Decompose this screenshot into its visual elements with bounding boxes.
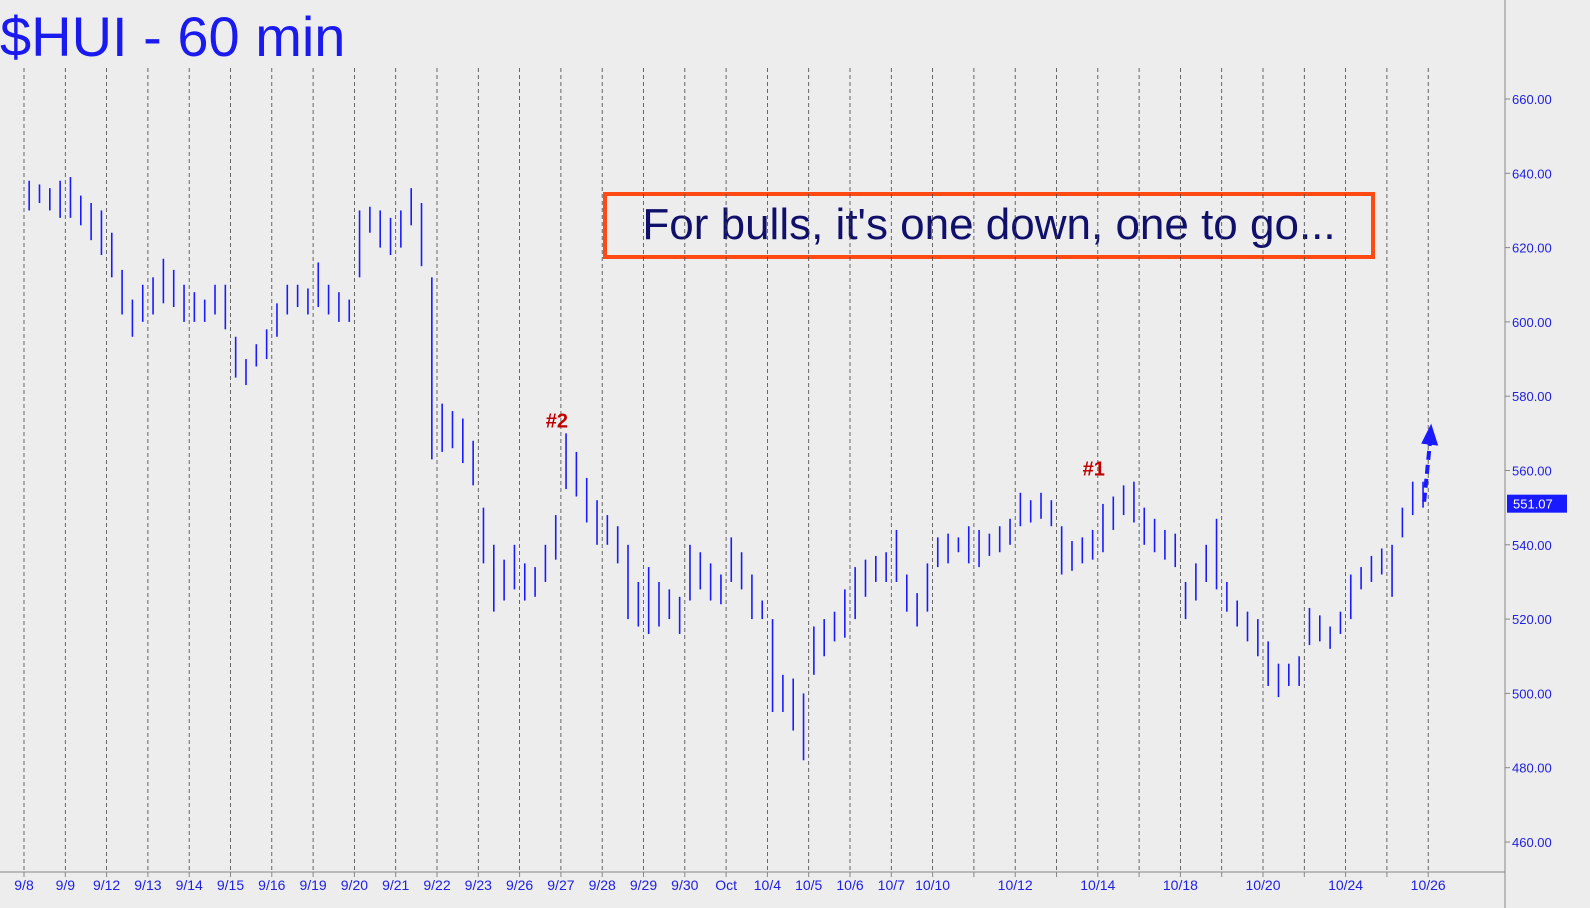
y-tick-label: 560.00	[1512, 464, 1552, 479]
x-tick-label: 9/15	[217, 877, 244, 893]
y-tick-label: 620.00	[1512, 241, 1552, 256]
x-tick-label: 9/20	[341, 877, 368, 893]
marker-label: #2	[546, 410, 568, 432]
x-tick-label: 9/12	[93, 877, 120, 893]
annotation-box	[603, 192, 1375, 259]
y-tick-label: 500.00	[1512, 686, 1552, 701]
chart-title: $HUI - 60 min	[0, 5, 345, 68]
x-tick-label: 9/21	[382, 877, 409, 893]
x-tick-label: 10/4	[754, 877, 781, 893]
x-tick-label: 9/13	[134, 877, 161, 893]
x-tick-label: 9/9	[56, 877, 76, 893]
last-price-label: 551.07	[1513, 497, 1553, 512]
y-tick-label: 600.00	[1512, 315, 1552, 330]
y-tick-label: 640.00	[1512, 166, 1552, 181]
trend-arrow	[1422, 439, 1433, 502]
x-tick-label: 9/14	[176, 877, 203, 893]
x-tick-label: 10/7	[878, 877, 905, 893]
y-tick-label: 580.00	[1512, 389, 1552, 404]
x-tick-label: 9/23	[465, 877, 492, 893]
y-tick-label: 480.00	[1512, 761, 1552, 776]
x-tick-label: 10/14	[1080, 877, 1115, 893]
x-tick-label: 9/19	[299, 877, 326, 893]
x-tick-label: 10/24	[1328, 877, 1363, 893]
marker-label: #1	[1083, 459, 1105, 481]
trend-arrowhead	[1421, 423, 1439, 446]
annotation: For bulls, it's one down, one to go...	[642, 200, 1335, 249]
x-tick-label: 9/28	[589, 877, 616, 893]
x-tick-label: 10/26	[1411, 877, 1446, 893]
x-tick-label: 10/6	[836, 877, 863, 893]
x-tick-label: Oct	[715, 877, 737, 893]
y-tick-label: 540.00	[1512, 538, 1552, 553]
x-tick-label: 9/22	[423, 877, 450, 893]
x-tick-label: 9/30	[671, 877, 698, 893]
x-tick-label: 10/20	[1245, 877, 1280, 893]
x-tick-label: 10/5	[795, 877, 822, 893]
x-tick-label: 10/18	[1163, 877, 1198, 893]
x-tick-label: 9/27	[547, 877, 574, 893]
last-price-box	[1507, 494, 1567, 513]
y-tick-label: 460.00	[1512, 835, 1552, 850]
x-tick-label: 9/8	[14, 877, 34, 893]
x-tick-label: 10/10	[915, 877, 950, 893]
y-tick-label: 660.00	[1512, 92, 1552, 107]
x-tick-label: 9/16	[258, 877, 285, 893]
x-tick-label: 9/26	[506, 877, 533, 893]
x-tick-label: 10/12	[998, 877, 1033, 893]
y-tick-label: 520.00	[1512, 612, 1552, 627]
x-tick-label: 9/29	[630, 877, 657, 893]
